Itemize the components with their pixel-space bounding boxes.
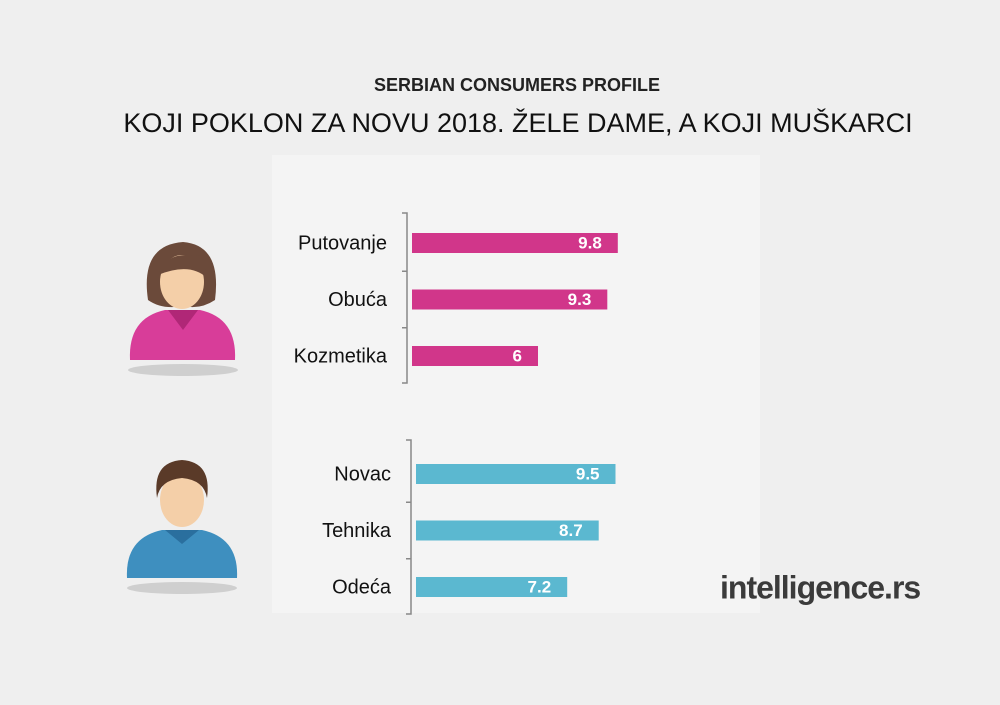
bar — [412, 233, 618, 253]
value-label: 7.2 — [528, 577, 552, 596]
chart-panel — [272, 155, 760, 613]
subtitle: SERBIAN CONSUMERS PROFILE — [374, 75, 660, 95]
value-label: 9.5 — [576, 464, 600, 483]
woman-icon — [128, 242, 238, 376]
category-label: Odeća — [332, 576, 392, 598]
axis-line — [402, 212, 408, 384]
logo: intelligence.rs — [720, 569, 920, 605]
axis-line — [406, 439, 412, 615]
bar — [412, 346, 538, 366]
title: KOJI POKLON ZA NOVU 2018. ŽELE DAME, A K… — [123, 107, 912, 138]
bar — [412, 289, 608, 310]
bar — [416, 464, 616, 484]
bar — [416, 520, 599, 541]
category-label: Novac — [334, 463, 391, 485]
category-label: Kozmetika — [294, 345, 388, 367]
value-label: 8.7 — [559, 521, 583, 540]
value-label: 6 — [513, 346, 522, 365]
category-label: Putovanje — [298, 232, 387, 254]
category-label: Obuća — [328, 289, 388, 311]
value-label: 9.3 — [568, 290, 592, 309]
man-icon — [126, 460, 238, 594]
category-label: Tehnika — [322, 520, 392, 542]
value-label: 9.8 — [578, 233, 602, 252]
bar — [416, 577, 568, 597]
